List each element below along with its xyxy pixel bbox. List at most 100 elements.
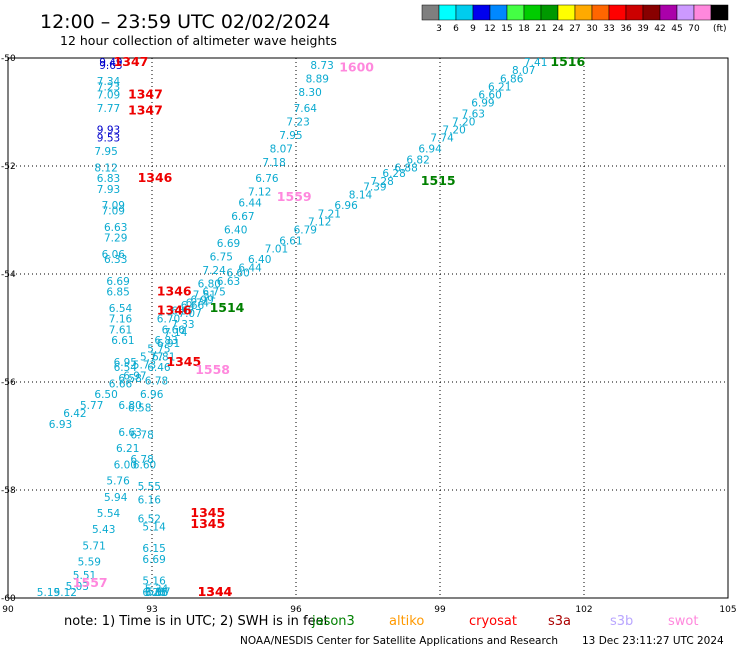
- wave-height-label: 7.18: [262, 157, 285, 169]
- wave-height-label: 6.46: [147, 362, 171, 374]
- wave-height-label: 7.74: [430, 133, 454, 145]
- wave-height-label: 6.63: [118, 427, 141, 439]
- wave-height-label: 6.82: [406, 154, 429, 166]
- wave-height-label: 6.86: [500, 73, 524, 85]
- wave-height-label: 5.66: [145, 587, 169, 599]
- x-tick-label: 105: [719, 605, 736, 615]
- colorbar-swatch: [489, 4, 508, 21]
- wave-height-label: 6.97: [123, 370, 146, 382]
- wave-height-label: 7.07: [178, 308, 201, 320]
- wave-height-label: 6.40: [224, 225, 247, 237]
- wave-height-label: 6.44: [238, 198, 262, 210]
- wave-height-label: 5.77: [80, 400, 103, 412]
- colorbar-swatch: [455, 4, 474, 21]
- wave-height-label: 8.73: [310, 60, 333, 72]
- wave-height-label: 7.14: [164, 327, 188, 339]
- wave-height-label: 7.20: [452, 117, 475, 129]
- wave-height-label: 5.71: [82, 540, 105, 552]
- x-tick-label: 93: [146, 605, 157, 615]
- wave-height-label: 6.60: [133, 459, 156, 471]
- wave-height-label: 6.61: [111, 335, 134, 347]
- wave-height-label: 6.66: [162, 324, 186, 336]
- time-label: 1346: [138, 170, 173, 185]
- wave-height-label: 7.77: [97, 103, 120, 115]
- wave-height-label: 6.52: [138, 513, 161, 525]
- wave-height-label: 7.24: [202, 265, 226, 277]
- wave-height-label: 6.15: [142, 543, 165, 555]
- wave-height-label: 5.75: [147, 343, 170, 355]
- wave-height-label: 8.89: [306, 73, 329, 85]
- wave-height-label: 7.95: [279, 130, 302, 142]
- wave-height-label: 6.00: [114, 459, 137, 471]
- wave-height-label: 7.12: [308, 216, 331, 228]
- wave-height-label: 7.21: [318, 208, 341, 220]
- wave-height-label: 7.64: [294, 103, 318, 115]
- grid-lines: [8, 58, 728, 598]
- wave-height-label: 8.30: [298, 87, 321, 99]
- wave-height-label: 6.94: [418, 144, 442, 156]
- colorbar-swatch: [693, 4, 712, 21]
- wave-height-label: 6.99: [471, 98, 494, 110]
- wave-height-label: 6.83: [97, 173, 120, 185]
- wave-height-label: 6.80: [118, 400, 141, 412]
- wave-height-label: 8.07: [512, 65, 535, 77]
- colorbar-label: 45: [671, 24, 682, 34]
- wave-height-label: 6.28: [382, 168, 405, 180]
- colorbar-label: 15: [501, 24, 512, 34]
- wave-height-label: 6.06: [102, 249, 126, 261]
- y-tick-label: -54: [1, 270, 16, 280]
- colorbar-swatch: [642, 4, 661, 21]
- wave-height-label: 6.85: [106, 287, 129, 299]
- wave-height-label: 6.67: [231, 211, 254, 223]
- wave-height-label: 8.12: [94, 162, 117, 174]
- axis-ticks: 90 93 96 99 102 105 -50 -52 -54 -56 -58 -60: [1, 54, 737, 615]
- wave-height-label: 6.78: [145, 376, 168, 388]
- wave-height-label: 6.16: [138, 495, 162, 507]
- wave-height-label: 5.73: [133, 360, 156, 372]
- plot-frame: [7, 57, 729, 599]
- colorbar-label: 12: [484, 24, 495, 34]
- colorbar-label: 70: [688, 24, 700, 34]
- colorbar-label: 36: [620, 24, 632, 34]
- wave-height-label: 6.15: [145, 587, 168, 599]
- time-label: 1347: [114, 54, 149, 69]
- wave-height-label: 6.69: [142, 554, 165, 566]
- mission-legend-item: s3b: [610, 614, 633, 629]
- wave-height-label: 6.54: [109, 303, 133, 315]
- wave-height-label: 6.83: [154, 335, 177, 347]
- wave-height-label: 5.67: [147, 586, 170, 598]
- time-label: 1514: [210, 300, 245, 315]
- colorbar-swatch: [540, 4, 559, 21]
- wave-height-label: 6.95: [114, 357, 137, 369]
- footer-timestamp: 13 Dec 23:11:27 UTC 2024: [582, 635, 724, 647]
- time-label: 1559: [277, 189, 312, 204]
- wave-height-label: 6.61: [279, 235, 302, 247]
- wave-height-label: 6.97: [171, 306, 194, 318]
- wave-height-label: 6.75: [210, 252, 233, 264]
- wave-height-label: 5.14: [142, 522, 166, 534]
- x-tick-label: 90: [2, 605, 14, 615]
- mission-legend: jason3 altiko cryosat s3a s3b swot: [311, 614, 698, 629]
- mission-legend-item: altiko: [389, 614, 424, 629]
- time-label: 1345: [166, 354, 201, 369]
- wave-height-label: 6.58: [128, 403, 151, 415]
- wave-height-label: 6.70: [157, 314, 180, 326]
- colorbar-label: 18: [518, 24, 530, 34]
- time-label: 1557: [73, 575, 108, 590]
- footer-credit: NOAA/NESDIS Center for Satellite Applica…: [240, 635, 558, 647]
- y-tick-label: -52: [1, 162, 16, 172]
- y-tick-label: -60: [1, 594, 16, 604]
- data-labels: 9.499.637.347.237.097.779.939.537.958.12…: [37, 54, 586, 599]
- colorbar-swatch: [710, 4, 729, 21]
- time-label: 1558: [195, 362, 230, 377]
- colorbar-label: 30: [586, 24, 598, 34]
- wave-height-label: 5.43: [92, 524, 115, 536]
- wave-height-label: 6.99: [190, 295, 213, 307]
- wave-height-label: 7.95: [94, 146, 117, 158]
- wave-height-label: 6.63: [217, 276, 240, 288]
- x-tick-label: 99: [434, 605, 446, 615]
- wave-height-label: 7.28: [370, 176, 393, 188]
- wave-height-label: 7.41: [524, 57, 547, 69]
